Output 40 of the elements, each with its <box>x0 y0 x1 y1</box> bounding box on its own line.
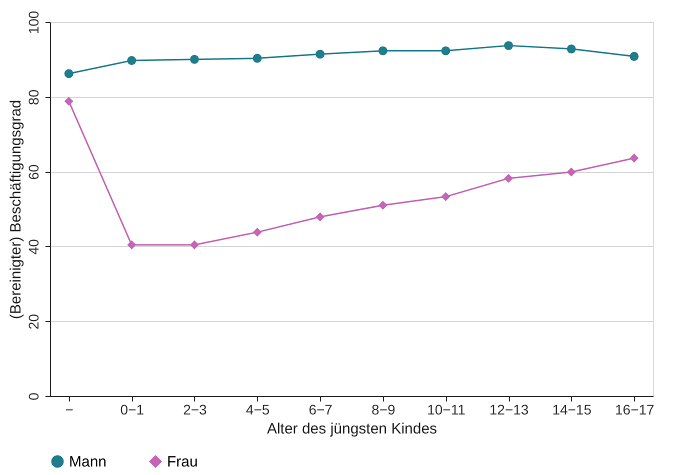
legend-label: Mann <box>69 454 107 471</box>
y-tick-label: 60 <box>26 164 42 180</box>
point <box>127 240 136 250</box>
y-tick-label: 0 <box>26 392 42 400</box>
x-tick-label: 4−5 <box>246 402 270 418</box>
x-tick-label: 14−15 <box>552 402 592 418</box>
point <box>252 54 262 63</box>
point <box>504 174 514 183</box>
point <box>190 240 199 250</box>
x-tick-label: − <box>65 402 74 418</box>
point <box>441 192 450 202</box>
point <box>566 44 576 54</box>
y-tick-label: 80 <box>26 89 42 106</box>
point <box>316 212 325 222</box>
point <box>64 96 74 106</box>
point <box>252 228 262 237</box>
x-tick-label: 16−17 <box>614 402 655 418</box>
point <box>504 41 514 50</box>
y-tick-label: 20 <box>26 314 42 330</box>
point <box>190 54 199 64</box>
y-axis-title: (Bereinigter) Beschäftigungsgrad <box>8 100 24 320</box>
x-tick-label: 2−3 <box>183 402 208 418</box>
point <box>64 69 74 78</box>
x-tick-label: 6−7 <box>308 402 333 418</box>
point <box>316 50 325 59</box>
x-tick-label: 10−11 <box>427 402 466 418</box>
point <box>127 56 136 65</box>
y-tick-label: 40 <box>26 238 42 255</box>
point <box>378 200 388 210</box>
x-tick-label: 12−13 <box>489 402 529 418</box>
point <box>566 168 576 176</box>
point <box>630 52 639 61</box>
point <box>630 154 639 163</box>
x-tick-label: 8−9 <box>372 402 396 418</box>
y-tick-label: 100 <box>26 10 42 34</box>
point <box>441 46 450 56</box>
point <box>378 46 388 56</box>
x-axis-title: Alter des jüngsten Kindes <box>266 420 438 438</box>
x-tick-label: 0−1 <box>120 402 144 418</box>
legend-label: Frau <box>167 454 198 471</box>
